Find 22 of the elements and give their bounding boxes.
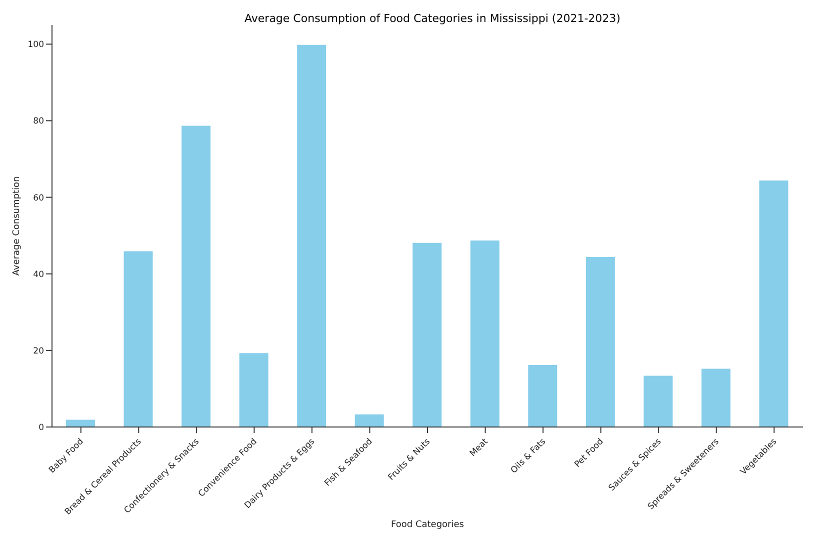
y-axis-title: Average Consumption xyxy=(12,176,22,276)
bar xyxy=(528,364,558,427)
bar xyxy=(239,353,268,427)
y-tick-label: 60 xyxy=(33,193,44,204)
x-axis-title: Food Categories xyxy=(391,520,464,530)
bar xyxy=(354,414,384,427)
y-tick-label: 40 xyxy=(33,270,44,280)
bar xyxy=(124,251,153,427)
y-tick-label: 100 xyxy=(28,40,44,50)
bar xyxy=(759,180,788,427)
bar xyxy=(701,368,730,427)
bar xyxy=(470,240,500,427)
y-tick-label: 20 xyxy=(33,346,44,356)
bar xyxy=(182,126,211,427)
bar xyxy=(297,44,326,427)
y-tick-label: 0 xyxy=(38,423,44,434)
bar xyxy=(66,420,95,427)
bar xyxy=(586,257,615,427)
bar xyxy=(644,376,673,427)
y-tick-label: 80 xyxy=(33,116,44,127)
chart-title: Average Consumption of Food Categories in Mississippi (2021-2023) xyxy=(244,12,622,25)
bar xyxy=(412,242,442,427)
